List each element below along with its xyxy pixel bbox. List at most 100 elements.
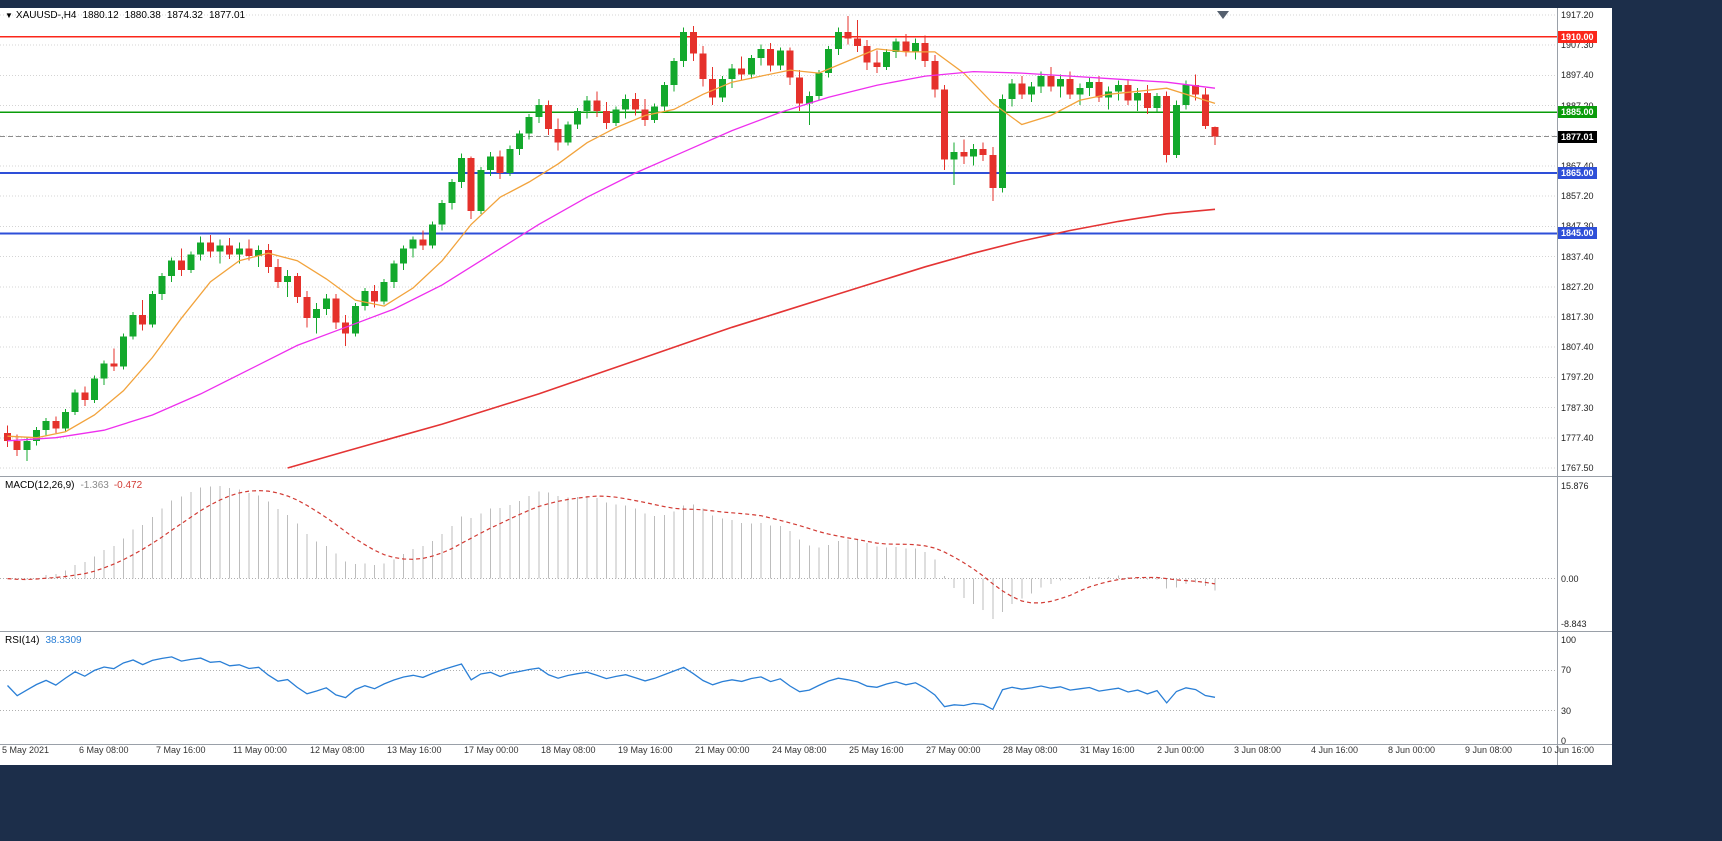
candle-body <box>515 133 523 149</box>
price-axis[interactable]: 1917.201907.301897.401887.201877.401867.… <box>1558 8 1612 765</box>
symbol-dropdown-icon[interactable]: ▼ <box>5 11 13 20</box>
main-chart-canvas[interactable] <box>0 8 1557 476</box>
candle-body <box>602 110 610 124</box>
candle-body <box>689 32 697 54</box>
candle-body <box>429 224 437 246</box>
ma-slow-red-line <box>287 208 1216 469</box>
candle-body <box>979 148 987 155</box>
candle-body <box>177 260 185 270</box>
candle-body <box>458 157 466 183</box>
price-axis-label: 1827.20 <box>1561 281 1594 292</box>
candle-body <box>854 38 862 46</box>
candle-body <box>738 68 746 75</box>
candle-body <box>718 79 726 98</box>
time-axis-label: 19 May 16:00 <box>618 745 673 755</box>
ohlc-open: 1880.12 <box>82 10 119 21</box>
candle-body <box>496 156 504 173</box>
rsi-panel-canvas[interactable] <box>0 632 1557 744</box>
macd-panel-canvas[interactable] <box>0 477 1557 631</box>
candle-body <box>670 60 678 86</box>
candle-body <box>371 290 379 302</box>
price-axis-label: 1907.30 <box>1561 40 1594 51</box>
price-axis-label: 1897.40 <box>1561 70 1594 81</box>
rsi-axis-label: 0 <box>1561 736 1567 746</box>
candle-body <box>1047 76 1055 87</box>
price-axis-label: 1857.20 <box>1561 191 1594 202</box>
candle-body <box>564 124 572 143</box>
candle-body <box>1192 85 1200 95</box>
price-axis-label: 1787.30 <box>1561 402 1594 413</box>
chart-shift-marker-icon[interactable] <box>1217 11 1229 19</box>
candle-body <box>873 62 881 68</box>
moving-averages <box>7 48 1216 469</box>
time-axis-label: 3 Jun 08:00 <box>1234 745 1282 755</box>
rsi-value: 38.3309 <box>45 635 82 646</box>
candle-body <box>709 79 717 98</box>
price-gridlines <box>0 14 1557 469</box>
macd-signal-value: -0.472 <box>113 480 143 491</box>
candle-body <box>525 116 533 134</box>
panel-separator[interactable] <box>0 476 1612 477</box>
time-axis[interactable]: 5 May 2021 6 May 08:00 7 May 16:00 11 May 0… <box>0 745 1594 765</box>
rsi-axis-label: 100 <box>1561 635 1577 645</box>
candle-body <box>1008 83 1016 99</box>
price-axis-label: 1817.30 <box>1561 312 1594 322</box>
candle-body <box>815 73 823 96</box>
time-axis-label: 17 May 00:00 <box>464 745 519 755</box>
candle-body <box>390 263 398 282</box>
ohlc-high: 1880.38 <box>124 10 161 21</box>
candle-body <box>660 85 668 107</box>
candle-body <box>825 48 833 74</box>
candle-body <box>100 363 108 379</box>
time-axis-label: 5 May 2021 <box>2 745 50 755</box>
candle-body <box>776 50 784 66</box>
time-axis-label: 28 May 08:00 <box>1003 745 1058 755</box>
candle-body <box>950 151 958 160</box>
candle-body <box>1114 85 1122 92</box>
price-axis-label: 1807.40 <box>1561 342 1594 353</box>
candle-body <box>487 156 494 170</box>
candle-body <box>998 98 1006 189</box>
candle-body <box>322 298 330 310</box>
time-axis-label: 9 Jun 08:00 <box>1465 745 1513 755</box>
chart-header: ▼ XAUUSD-,H4 1880.12 1880.38 1874.32 1877.01 <box>5 10 245 21</box>
candle-body <box>187 254 195 270</box>
time-axis-label: 8 Jun 00:00 <box>1388 745 1436 755</box>
candle-body <box>544 104 552 130</box>
ohlc-close: 1877.01 <box>208 10 246 21</box>
candle-body <box>342 322 350 334</box>
macd-axis-min: -8.843 <box>1561 619 1587 629</box>
candle-body <box>293 275 301 298</box>
candle-body <box>728 68 736 80</box>
candle-body <box>264 250 272 267</box>
candle-body <box>197 242 205 255</box>
candle-body <box>960 151 968 157</box>
candle-body <box>863 45 871 63</box>
ohlc-low: 1874.32 <box>166 10 203 21</box>
candle-body <box>1076 88 1084 95</box>
candle-body <box>583 100 591 111</box>
candle-body <box>23 440 31 450</box>
candle-body <box>313 309 321 319</box>
candle-body <box>554 129 562 143</box>
time-axis-label: 7 May 16:00 <box>156 745 206 755</box>
rsi-axis-label: 30 <box>1561 705 1572 716</box>
candle-body <box>941 89 949 160</box>
time-axis-label: 4 Jun 16:00 <box>1311 745 1359 755</box>
candle-body <box>32 430 40 441</box>
candle-body <box>912 42 920 52</box>
candle-body <box>535 104 543 117</box>
panel-separator[interactable] <box>0 631 1612 632</box>
time-axis-label: 18 May 08:00 <box>541 745 596 755</box>
candle-body <box>52 421 60 429</box>
candle-body <box>1143 92 1151 108</box>
candle-body <box>158 275 166 295</box>
time-axis-label: 25 May 16:00 <box>849 745 904 755</box>
macd-indicator-label: MACD(12,26,9) -1.363 -0.472 <box>5 480 142 491</box>
candle-body <box>989 154 997 189</box>
price-axis-label: 1887.20 <box>1561 101 1594 111</box>
candle-body <box>274 266 282 282</box>
candle-body <box>61 412 69 429</box>
time-axis-label: 12 May 08:00 <box>310 745 365 755</box>
candle-body <box>1018 83 1026 95</box>
